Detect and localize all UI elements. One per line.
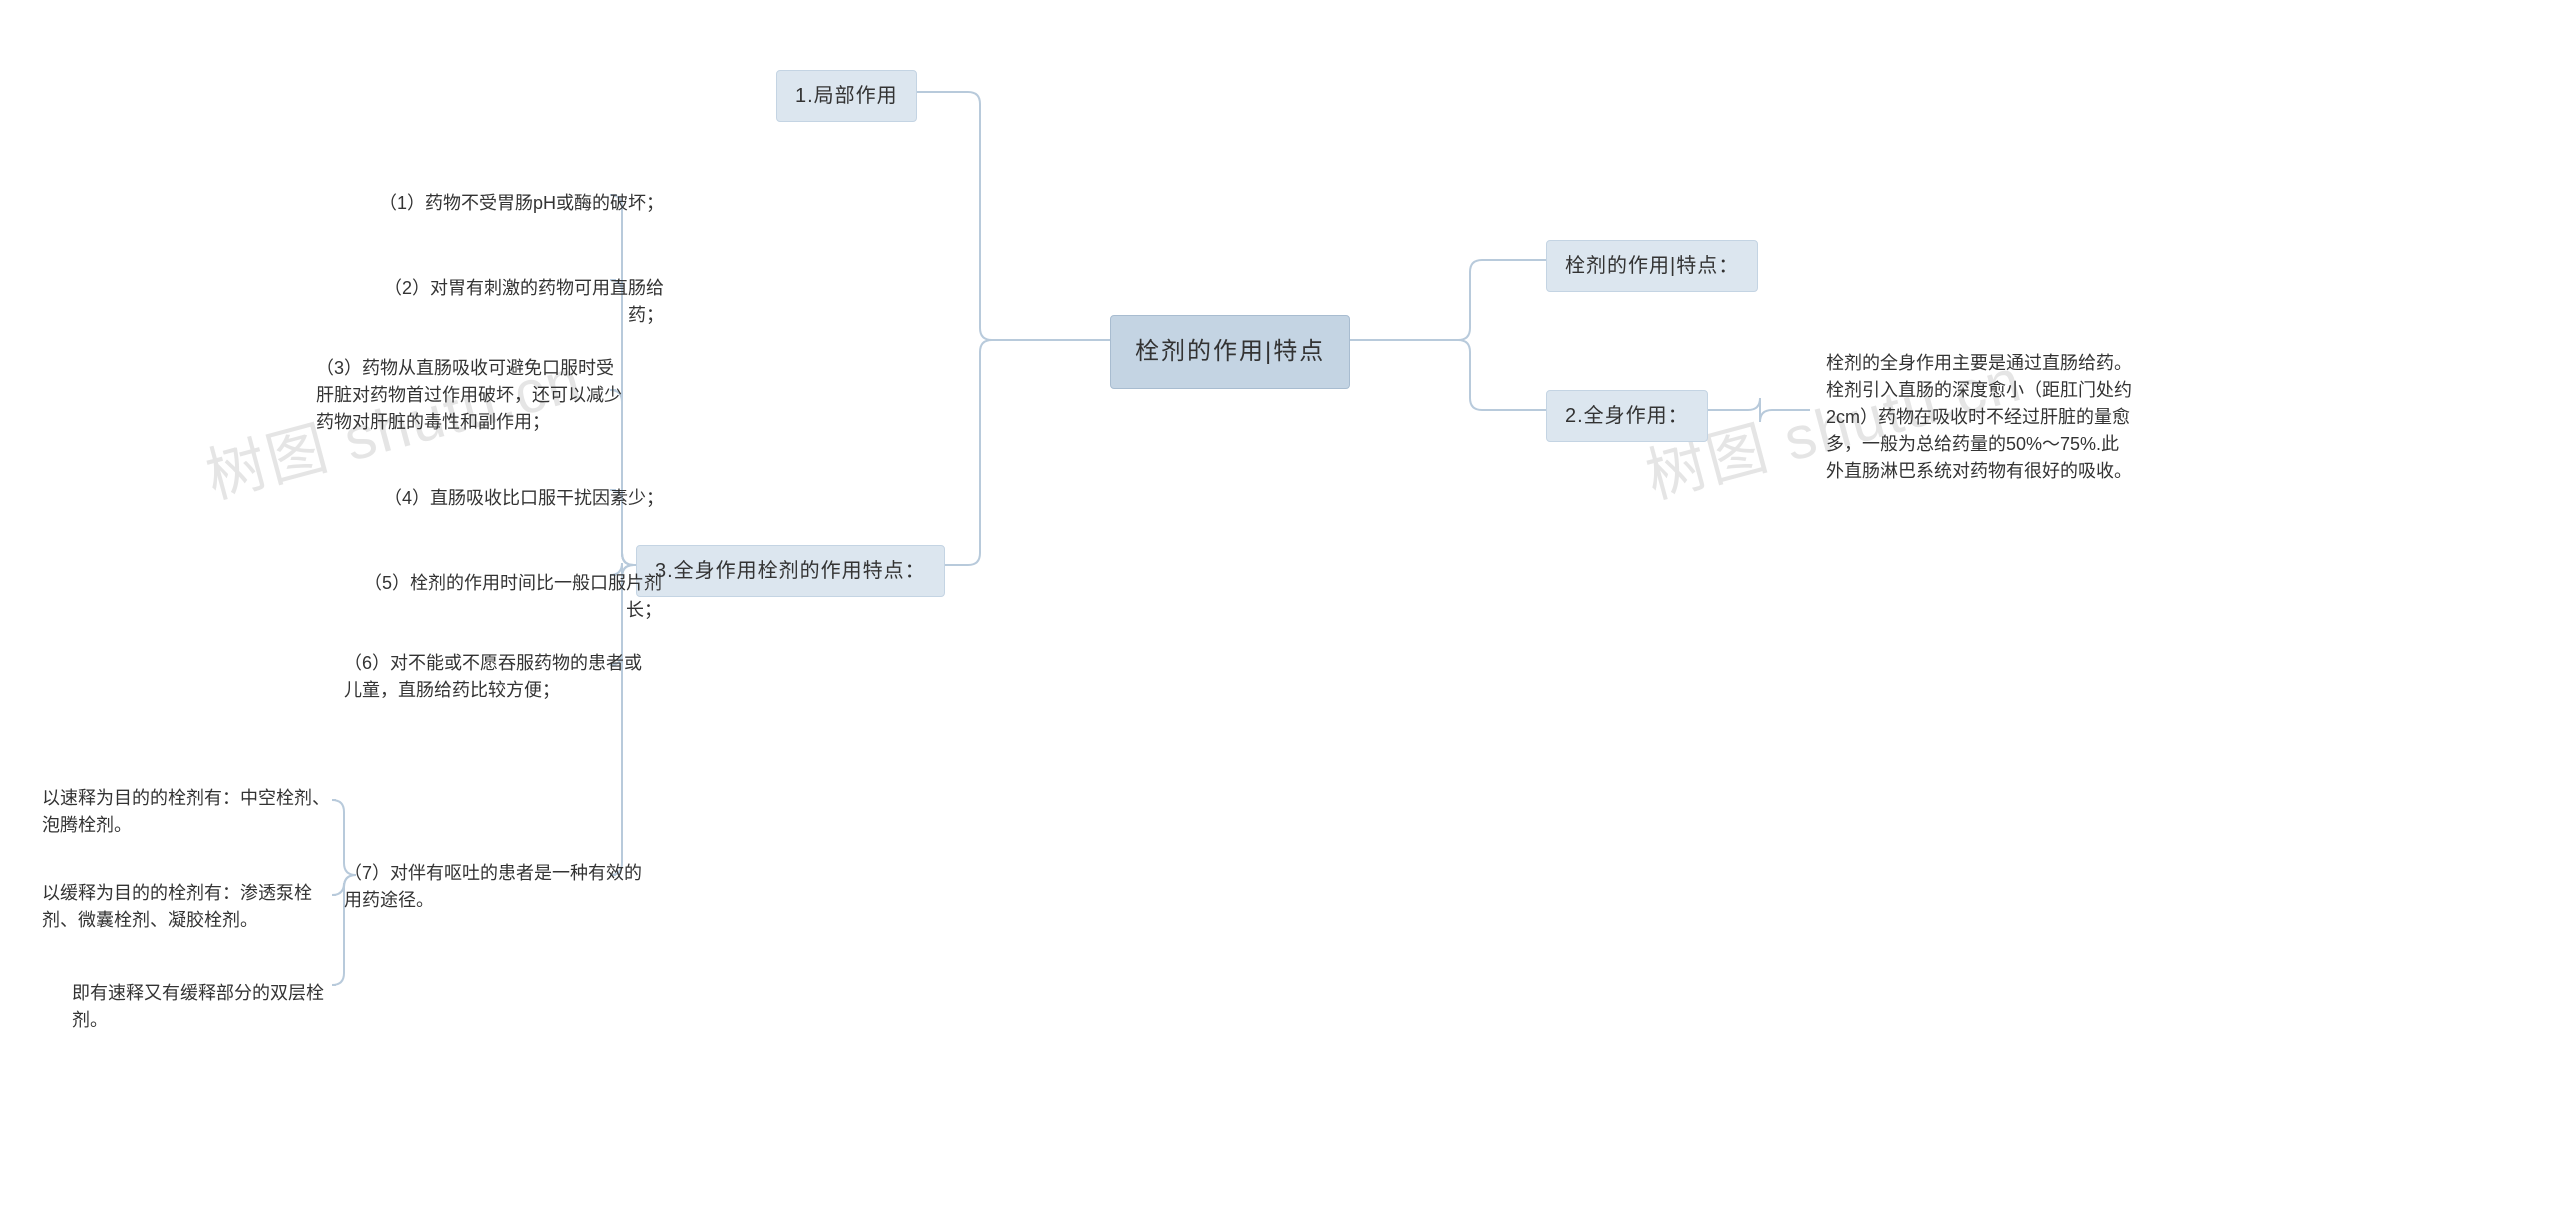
branch-node-local-effect[interactable]: 1.局部作用 — [776, 70, 917, 122]
root-node[interactable]: 栓剂的作用|特点 — [1110, 315, 1350, 389]
leaf-node[interactable]: （5）栓剂的作用时间比一般口服片剂长； — [348, 560, 678, 634]
leaf-node[interactable]: 以速释为目的的栓剂有：中空栓剂、泡腾栓剂。 — [26, 775, 346, 849]
branch-node-systemic-features[interactable]: 3.全身作用栓剂的作用特点： — [636, 545, 945, 597]
leaf-node[interactable]: （7）对伴有呕吐的患者是一种有效的用药途径。 — [328, 850, 668, 924]
leaf-node[interactable]: （1）药物不受胃肠pH或酶的破坏； — [360, 180, 680, 227]
mindmap-canvas: 树图 shutu.cn 树图 shutu.cn 栓剂的作用|特点 1.局部作用 … — [0, 0, 2560, 1218]
leaf-node[interactable]: 以缓释为目的的栓剂有：渗透泵栓剂、微囊栓剂、凝胶栓剂。 — [26, 870, 346, 944]
leaf-node[interactable]: （6）对不能或不愿吞服药物的患者或儿童，直肠给药比较方便； — [328, 640, 668, 714]
leaf-node[interactable]: （3）药物从直肠吸收可避免口服时受肝脏对药物首过作用破坏，还可以减少药物对肝脏的… — [300, 345, 640, 446]
leaf-node[interactable]: 即有速释又有缓释部分的双层栓剂。 — [56, 970, 356, 1044]
leaf-node[interactable]: 栓剂的全身作用主要是通过直肠给药。栓剂引入直肠的深度愈小（距肛门处约2cm）药物… — [1810, 340, 2150, 495]
leaf-node[interactable]: （4）直肠吸收比口服干扰因素少； — [360, 475, 680, 522]
branch-node-right-title[interactable]: 栓剂的作用|特点： — [1546, 240, 1758, 292]
branch-node-systemic-effect[interactable]: 2.全身作用： — [1546, 390, 1708, 442]
leaf-node[interactable]: （2）对胃有刺激的药物可用直肠给药； — [360, 265, 680, 339]
